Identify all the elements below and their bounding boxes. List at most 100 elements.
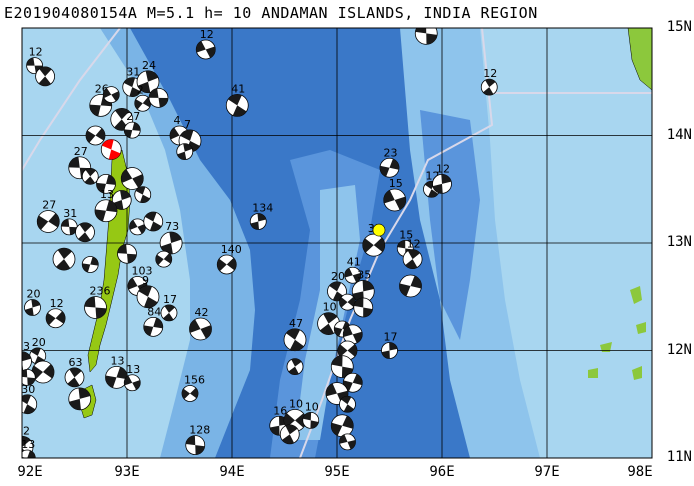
plate-boundary-east (299, 28, 494, 458)
focal-mechanism: 31 (60, 207, 78, 236)
focal-mechanism: 13 (21, 438, 36, 458)
magnitude: M=5.1 (146, 4, 195, 22)
focal-mechanism (353, 297, 374, 318)
event-id: E201904080154A (4, 4, 138, 22)
lat-tick-label: 15N (666, 19, 692, 35)
depth-label: 73 (165, 220, 179, 233)
focal-mechanism: 134 (249, 202, 273, 230)
depth-label: 10 (323, 301, 337, 314)
focal-mechanism: 27 (36, 199, 60, 233)
focal-mechanism: 20 (29, 336, 47, 365)
focal-mechanism: 128 (185, 424, 210, 456)
focal-mechanism: 73 (159, 220, 183, 255)
depth-label: 236 (90, 285, 111, 298)
focal-mechanism: 10 (302, 400, 320, 429)
depth-label: 84 (147, 305, 161, 318)
focal-mechanism (148, 87, 169, 108)
lon-tick-label: 93E (114, 464, 140, 480)
focal-mechanism (35, 66, 55, 87)
depth-label: 27 (126, 110, 140, 123)
focal-mechanism (286, 358, 304, 376)
depth-label: 20 (32, 336, 46, 349)
focal-mechanism: 156 (181, 374, 205, 402)
depth-label: 140 (221, 243, 242, 256)
focal-mechanism (111, 190, 132, 210)
depth-label: 27 (74, 145, 88, 158)
depth-label: 10 (305, 400, 319, 413)
focal-mechanism: 12 (195, 28, 216, 60)
lat-tick-label: 13N (666, 234, 692, 250)
focal-mechanism: 12 (402, 238, 423, 270)
focal-mechanism (120, 167, 144, 190)
focal-mechanism: 12 (480, 67, 498, 96)
map-frame (21, 27, 653, 459)
focal-mechanism (342, 324, 363, 345)
depth-label: 41 (347, 255, 361, 268)
depth-label: 20 (331, 270, 345, 283)
focal-mechanism (342, 372, 363, 393)
focal-mechanism: 140 (216, 243, 242, 275)
focal-mechanism: 41 (344, 255, 362, 284)
depth-label: 31 (63, 207, 77, 220)
lat-tick-label: 11N (666, 449, 692, 465)
focal-mechanism: 63 (64, 356, 85, 388)
focal-mechanism (81, 256, 99, 273)
lon-tick-label: 92E (17, 464, 43, 480)
focal-mechanism (155, 250, 173, 268)
focal-mechanism (68, 387, 92, 411)
focal-mechanism (339, 395, 356, 413)
focal-mechanism: 13 (105, 354, 128, 389)
focal-mechanism: 20 (24, 288, 41, 316)
focal-mechanism: 84 (143, 305, 164, 337)
depth-label: 12 (29, 46, 43, 59)
depth-label: 13 (126, 363, 140, 376)
focal-mechanism (176, 143, 194, 161)
depth-label: 13 (100, 188, 114, 201)
depth-label: 30 (21, 383, 35, 396)
depth-label: 15 (389, 177, 403, 190)
depth-label: 23 (384, 146, 398, 159)
depth-label: 13 (111, 354, 125, 367)
focal-mechanism (22, 368, 36, 386)
focal-mechanism (134, 186, 152, 204)
focal-mechanism: 17 (160, 293, 178, 322)
focal-mechanism: 30 (21, 383, 38, 415)
focal-mechanism: 42 (189, 306, 212, 341)
focal-mechanism: 12 (432, 162, 452, 194)
depth-label: 12 (16, 424, 30, 437)
focal-mechanism (102, 86, 120, 104)
focal-mechanism: 10 (283, 397, 307, 432)
depth-label: 20 (27, 288, 41, 301)
depth-label: 103 (132, 265, 153, 278)
depth-label: 31 (126, 66, 140, 79)
depth-label: 63 (69, 356, 83, 369)
focal-mechanism (330, 355, 354, 379)
focal-mechanism: 13 (123, 363, 141, 392)
lon-tick-label: 97E (534, 464, 560, 480)
depth-label: 12 (407, 238, 421, 251)
depth: h= 10 (204, 4, 252, 22)
plate-boundary-west (22, 28, 121, 171)
depth-label: 17 (163, 293, 177, 306)
depth-label: 4 (174, 114, 181, 127)
focal-mechanism: 23 (16, 340, 32, 372)
focal-mechanism: 24 (136, 59, 160, 94)
depth-label: 2 (137, 83, 144, 96)
focal-mechanism (117, 243, 137, 264)
depth-label: 12 (483, 67, 497, 80)
focal-mechanism (52, 247, 76, 271)
focal-mechanism: 41 (225, 82, 249, 117)
lon-tick-label: 95E (324, 464, 350, 480)
focal-mechanism: 9 (136, 274, 160, 309)
lon-tick-label: 98E (627, 464, 653, 480)
focal-mechanism (75, 222, 95, 243)
focal-mechanism (279, 424, 300, 445)
depth-label: 12 (436, 162, 450, 175)
depth-label: 13 (21, 438, 35, 451)
focal-mechanism (143, 211, 164, 232)
depth-label: 23 (16, 340, 30, 353)
focal-mechanism: 149 (414, 28, 438, 45)
lon-tick-label: 94E (219, 464, 245, 480)
depth-label: 24 (142, 59, 156, 72)
